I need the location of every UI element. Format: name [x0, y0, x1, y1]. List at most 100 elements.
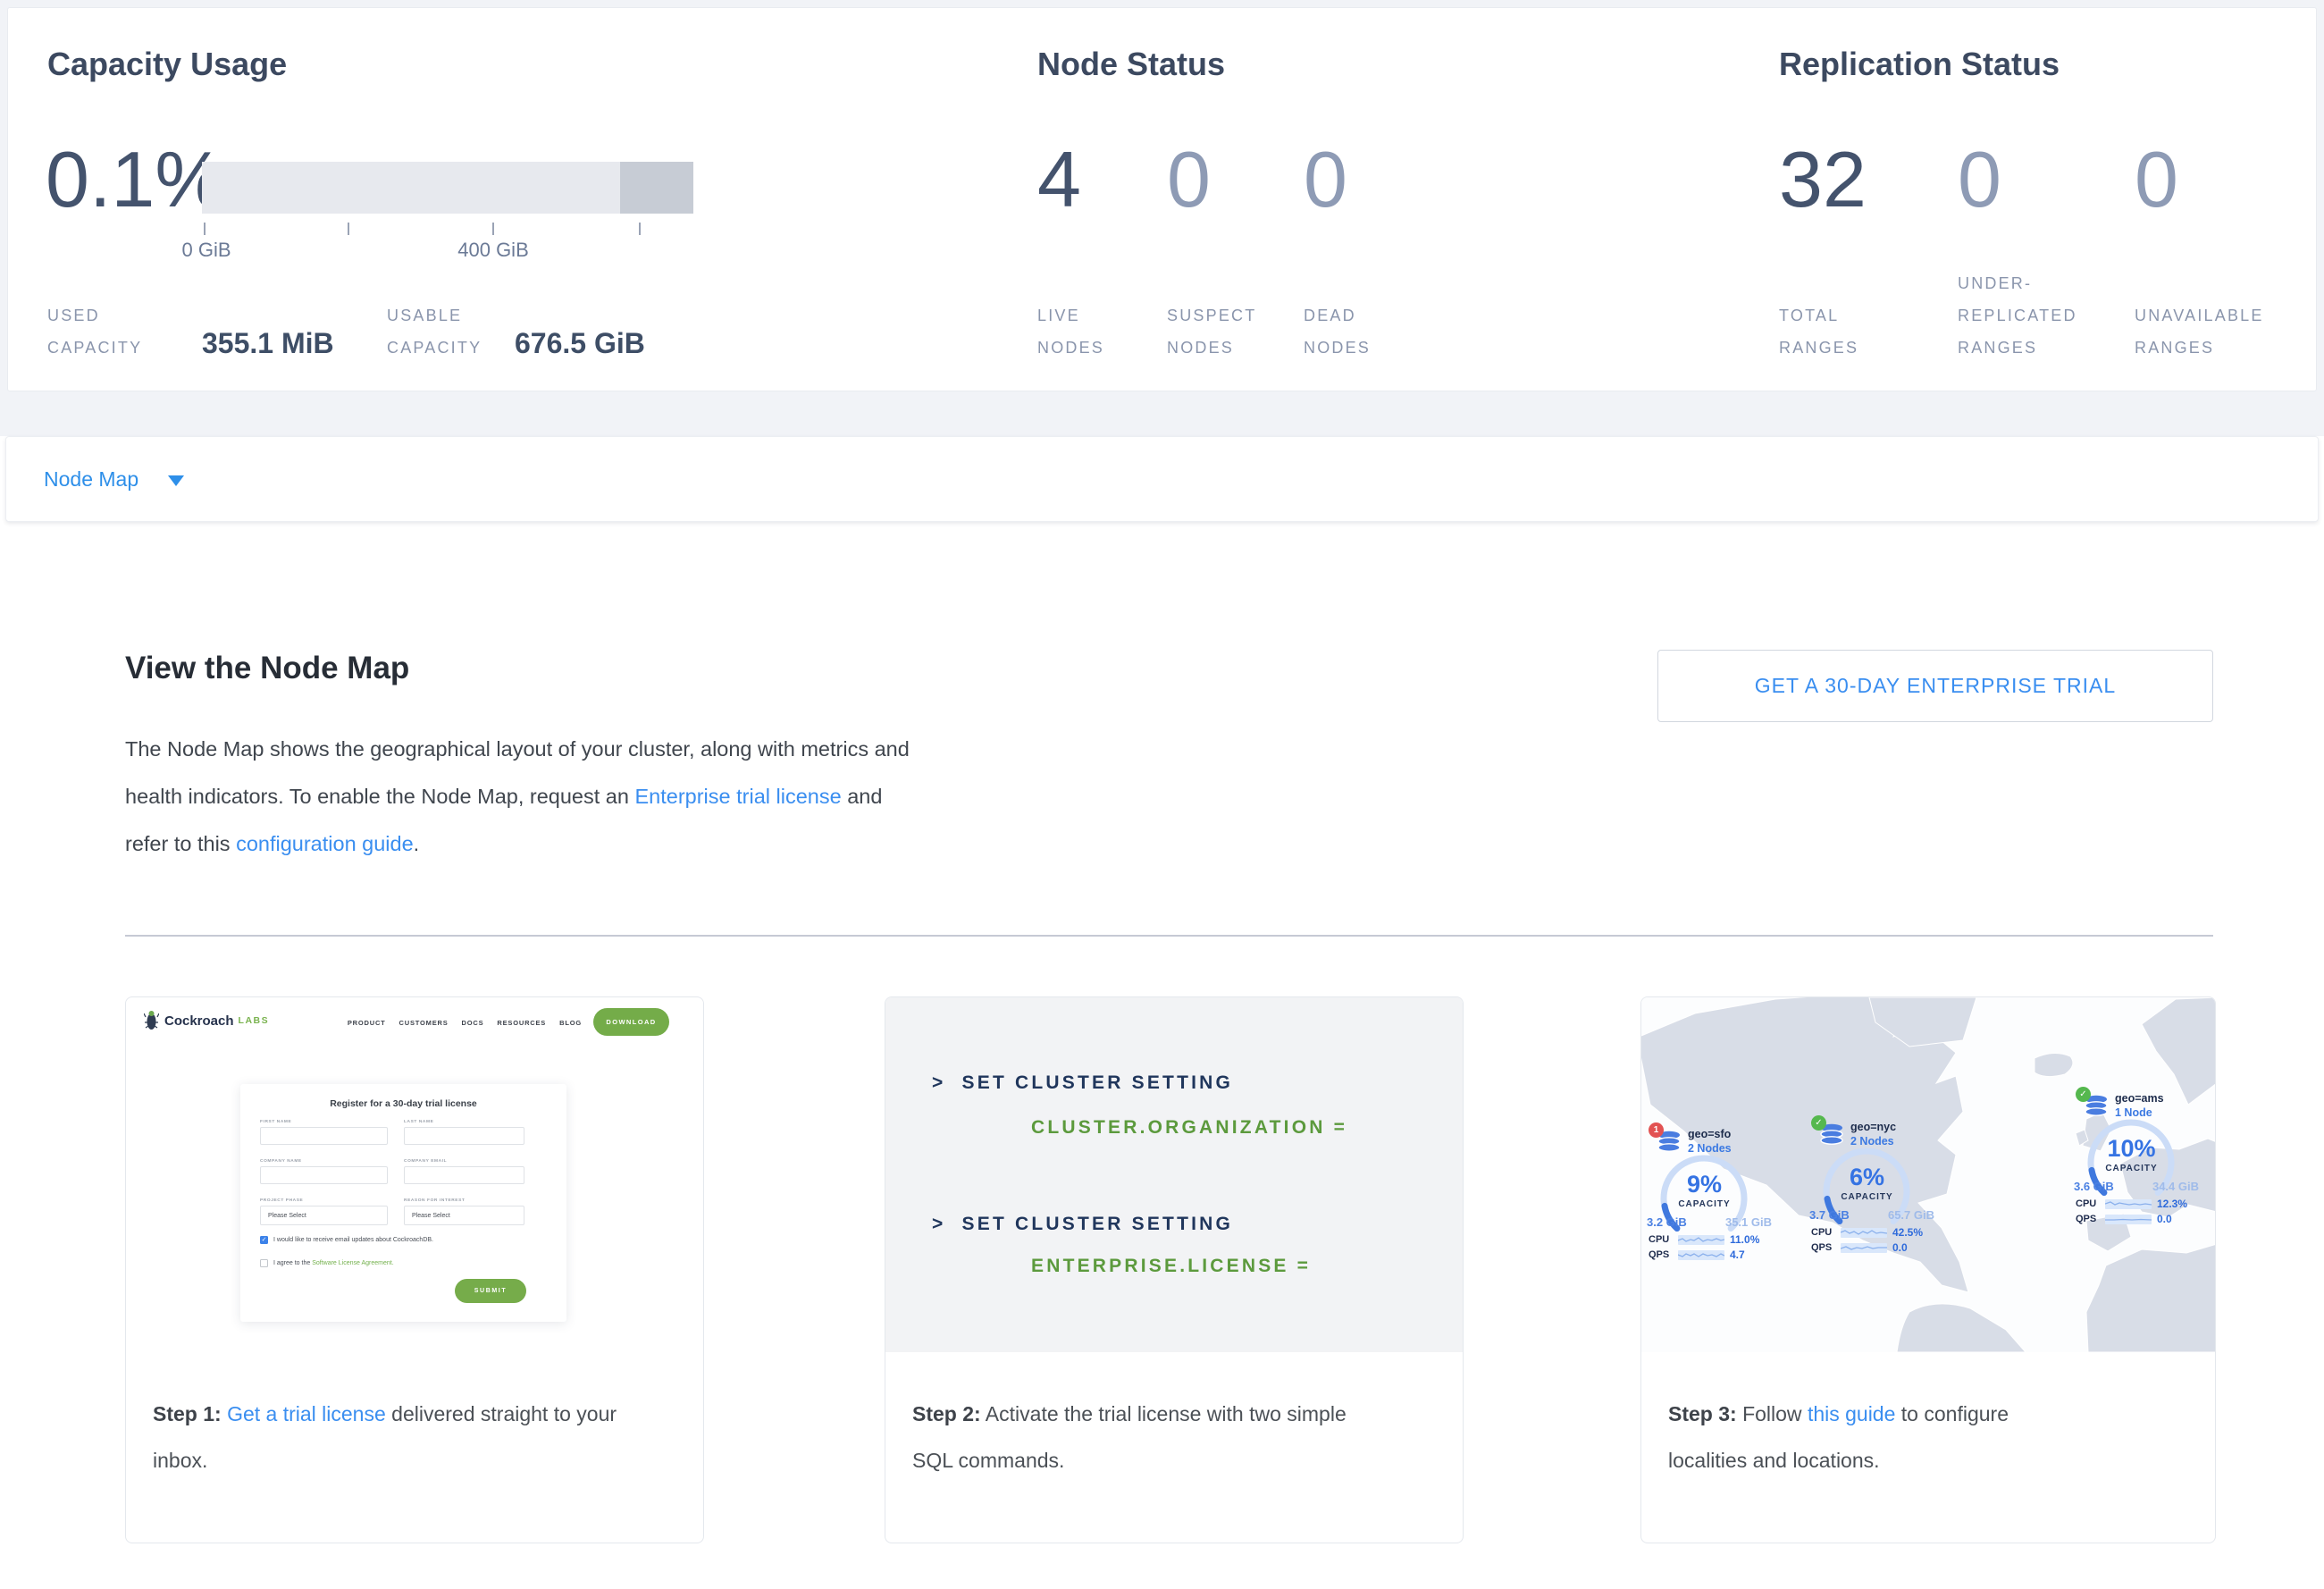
qps-row: QPS 4.7 [1649, 1248, 1779, 1261]
axis-tick [204, 223, 206, 235]
qps-value: 4.7 [1730, 1248, 1745, 1261]
cockroach-logo-icon [144, 1011, 159, 1030]
sql-commands-panel: > SET CLUSTER SETTING CLUSTER.ORGANIZATI… [885, 997, 1463, 1352]
axis-tick [639, 223, 641, 235]
mini-form-checkbox-row: ✓ I would like to receive email updates … [260, 1236, 433, 1244]
qps-sparkline [1841, 1242, 1887, 1253]
mini-site-brand: Cockroach [164, 1013, 234, 1029]
cpu-value: 12.3% [2157, 1198, 2188, 1210]
cpu-row: CPU 11.0% [1649, 1233, 1779, 1246]
capacity-bar-reserved-segment [619, 162, 693, 214]
mini-nav-item: PRODUCT [347, 1019, 386, 1027]
mini-form-label: COMPANY EMAIL [404, 1159, 448, 1164]
cpu-label: CPU [2076, 1198, 2097, 1209]
capacity-usage-title: Capacity Usage [47, 46, 288, 82]
mini-form-input [404, 1127, 524, 1145]
step1-caption: Step 1: Get a trial license delivered st… [153, 1391, 626, 1484]
qps-value: 0.0 [2157, 1213, 2172, 1225]
mini-download-button: DOWNLOAD [593, 1008, 669, 1036]
cpu-label: CPU [1811, 1227, 1833, 1238]
mini-site-brand-suffix: LABS [238, 1015, 270, 1026]
mini-form-select: Please Select [404, 1206, 524, 1225]
mini-form-label: LAST NAME [404, 1120, 434, 1124]
mini-form-label: REASON FOR INTEREST [404, 1198, 466, 1203]
total-ranges-label: TOTAL RANGES [1779, 307, 1859, 357]
live-nodes-value: 4 [1037, 135, 1081, 223]
cpu-row: CPU 12.3% [2076, 1198, 2206, 1210]
used-capacity-value: 355.1 MiB [202, 327, 334, 359]
step3-caption: Step 3: Follow this guide to configure l… [1668, 1391, 2079, 1484]
description-text: . [413, 832, 420, 855]
cpu-value: 11.0% [1730, 1233, 1760, 1246]
mini-form-input [260, 1127, 388, 1145]
node-map-preview: 1 geo=sfo 2 Nodes 9% CAPACITY 3.2 GiB 35… [1641, 997, 2215, 1352]
database-icon [1657, 1131, 1681, 1152]
replication-status-title: Replication Status [1779, 46, 2060, 82]
capacity-values: 3.2 GiB 35.1 GiB [1647, 1215, 1772, 1229]
mini-nav-item: DOCS [461, 1019, 484, 1027]
cpu-sparkline [1841, 1227, 1887, 1238]
section-divider [125, 935, 2213, 937]
used-capacity-label: USED CAPACITY [47, 307, 143, 357]
page-title: View the Node Map [125, 651, 410, 685]
unavailable-label: UNAVAILABLE RANGES [2135, 307, 2264, 357]
mini-trial-form: Register for a 30-day trial license FIRS… [240, 1084, 566, 1322]
capacity-label: CAPACITY [2105, 1164, 2158, 1173]
qps-label: QPS [1649, 1249, 1670, 1260]
description-text: The Node Map shows the geographical layo… [125, 737, 910, 808]
total-value: 35.1 GiB [1724, 1215, 1772, 1229]
configuration-guide-link[interactable]: configuration guide [236, 832, 414, 855]
capacity-values: 3.6 GiB 34.4 GiB [2074, 1180, 2199, 1193]
qps-label: QPS [1811, 1242, 1833, 1253]
usable-capacity-label: USABLE CAPACITY [387, 307, 482, 357]
node-status-title: Node Status [1037, 46, 1226, 82]
step2-caption: Step 2: Activate the trial license with … [912, 1391, 1359, 1484]
mini-nav-item: BLOG [559, 1019, 582, 1027]
live-nodes-label: LIVE NODES [1037, 307, 1105, 357]
cpu-label: CPU [1649, 1234, 1670, 1245]
mini-checkbox-label: I would like to receive email updates ab… [273, 1237, 433, 1243]
error-badge-icon: 1 [1649, 1122, 1664, 1138]
suspect-nodes-label: SUSPECT NODES [1167, 307, 1257, 357]
axis-tick-label: 400 GiB [457, 239, 529, 261]
mini-nav-item: CUSTOMERS [399, 1019, 449, 1027]
used-value: 3.6 GiB [2074, 1180, 2114, 1193]
suspect-nodes-value: 0 [1167, 135, 1211, 223]
step3-card: 1 geo=sfo 2 Nodes 9% CAPACITY 3.2 GiB 35… [1640, 996, 2216, 1543]
mini-site-header: Cockroach LABS [144, 1010, 269, 1031]
this-guide-link[interactable]: this guide [1807, 1402, 1896, 1425]
get-trial-license-link[interactable]: Get a trial license [227, 1402, 386, 1425]
qps-row: QPS 0.0 [1811, 1241, 1942, 1254]
capacity-percent: 6% [1849, 1164, 1885, 1190]
mini-form-title: Register for a 30-day trial license [330, 1098, 477, 1109]
node-map-dropdown-bar: Node Map [5, 436, 2319, 522]
cpu-value: 42.5% [1892, 1226, 1924, 1239]
usable-capacity-value: 676.5 GiB [515, 327, 645, 359]
sql-command: > SET CLUSTER SETTING [932, 1072, 1233, 1094]
sql-keyword: SET CLUSTER SETTING [961, 1214, 1234, 1234]
chevron-down-icon [167, 475, 184, 486]
sql-command: > SET CLUSTER SETTING [932, 1214, 1233, 1235]
used-value: 3.7 GiB [1809, 1208, 1850, 1222]
under-replicated-value: 0 [1958, 135, 2001, 223]
node-map-dropdown[interactable]: Node Map [44, 437, 184, 521]
checkbox-empty-icon [260, 1259, 268, 1267]
enterprise-trial-license-link[interactable]: Enterprise trial license [634, 785, 842, 808]
get-enterprise-trial-button[interactable]: GET A 30-DAY ENTERPRISE TRIAL [1657, 650, 2213, 722]
ok-badge-icon: ✓ [1811, 1115, 1826, 1131]
mini-site-nav: PRODUCT CUSTOMERS DOCS RESOURCES BLOG [348, 1019, 582, 1027]
database-icon [1820, 1123, 1843, 1145]
locality-name: geo=sfo [1688, 1128, 1732, 1140]
axis-tick [348, 223, 349, 235]
dead-nodes-value: 0 [1304, 135, 1347, 223]
cpu-sparkline [2105, 1198, 2152, 1209]
total-ranges-value: 32 [1779, 135, 1867, 223]
step-prefix: Step 3: [1668, 1402, 1737, 1425]
capacity-percent: 0.1% [46, 135, 225, 223]
mini-form-label: FIRST NAME [260, 1120, 292, 1124]
description-text: and refer to this [125, 785, 883, 855]
sql-prompt: > [932, 1072, 946, 1093]
step-prefix: Step 1: [153, 1402, 222, 1425]
qps-row: QPS 0.0 [2076, 1213, 2206, 1225]
sql-prompt: > [932, 1214, 946, 1234]
